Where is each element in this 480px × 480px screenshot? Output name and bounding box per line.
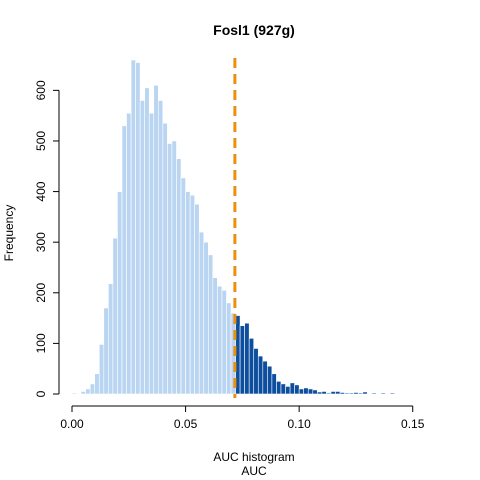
histogram-bar	[271, 373, 277, 395]
y-axis-label: Frequency	[2, 205, 16, 262]
chart-title: Fosl1 (927g)	[213, 22, 295, 38]
histogram-bar	[112, 237, 118, 395]
histogram-bar	[403, 393, 409, 395]
histogram-bar	[198, 231, 205, 395]
histogram-bar	[135, 62, 141, 395]
histogram-bar	[248, 338, 255, 395]
histogram-bar	[298, 388, 305, 395]
x-axis-label: AUC histogram	[213, 450, 294, 464]
histogram-bar	[389, 392, 395, 395]
histogram-bar	[148, 112, 155, 395]
histogram-bar	[335, 391, 341, 395]
histogram-bar	[185, 191, 191, 395]
x-tick-label: 0.15	[401, 417, 425, 431]
histogram-bar	[407, 393, 414, 395]
histogram-bar	[285, 386, 291, 395]
histogram-bar	[330, 391, 336, 395]
histogram-bar	[244, 322, 250, 395]
y-tick-label: 100	[34, 333, 48, 353]
histogram-bar	[426, 393, 432, 395]
y-tick-label: 500	[34, 131, 48, 151]
histogram-bar	[344, 392, 350, 395]
histogram-bar	[398, 393, 404, 395]
histogram-bar	[108, 283, 114, 395]
y-axis: 0 100 200 300 400 500 600	[34, 80, 60, 397]
histogram-bar	[348, 392, 354, 395]
histogram-bar	[312, 389, 318, 395]
histogram-bar	[98, 344, 105, 395]
histogram-bar	[158, 100, 164, 395]
histogram-bar	[89, 383, 96, 395]
y-tick-label: 600	[34, 80, 48, 100]
histogram-bar	[239, 325, 245, 395]
histogram-bar	[139, 100, 145, 395]
histogram-bar	[176, 158, 182, 395]
histogram-bar	[171, 140, 177, 395]
histogram-bar	[130, 59, 136, 395]
histogram-bar	[221, 289, 227, 395]
histogram-bar	[430, 393, 436, 395]
y-tick-label: 0	[34, 390, 48, 397]
histogram-bars	[71, 59, 441, 395]
histogram-bar	[208, 254, 214, 395]
histogram-bar	[117, 191, 123, 395]
y-tick-label: 400	[34, 181, 48, 201]
histogram-bar	[212, 277, 218, 395]
histogram-bar	[162, 122, 168, 395]
histogram-bar	[94, 373, 100, 395]
histogram-bar	[294, 384, 300, 395]
histogram-bar	[380, 392, 386, 395]
histogram-bar	[421, 393, 427, 395]
histogram-bar	[126, 112, 132, 395]
histogram-bar	[253, 348, 259, 395]
histogram-bar	[103, 307, 109, 395]
histogram-bar	[276, 381, 282, 395]
histogram-bar	[367, 393, 373, 395]
histogram-bar	[267, 365, 273, 395]
histogram-bar	[435, 393, 441, 395]
histogram-bar	[71, 392, 77, 395]
histogram-bar	[262, 360, 268, 395]
histogram-bar	[167, 143, 173, 395]
histogram-bar	[280, 383, 286, 395]
histogram-bar	[217, 285, 223, 395]
x-tick-label: 0.10	[287, 417, 311, 431]
histogram-bar	[144, 87, 150, 395]
histogram-bar	[353, 392, 359, 395]
histogram-bar	[80, 391, 86, 395]
x-tick-label: 0.05	[174, 417, 198, 431]
histogram-bar	[357, 392, 364, 395]
histogram-bar	[394, 393, 400, 395]
histogram-bar	[371, 392, 377, 395]
y-tick-label: 300	[34, 232, 48, 252]
histogram-bar	[362, 391, 368, 395]
histogram-bar	[376, 393, 382, 395]
x-axis-sublabel: AUC	[241, 464, 267, 478]
x-axis: 0.00 0.05 0.10 0.15	[60, 405, 425, 431]
histogram-bar	[203, 241, 209, 395]
histogram-bar	[153, 85, 159, 395]
histogram-bar	[85, 388, 91, 395]
histogram-bar	[257, 355, 264, 395]
histogram-bar	[76, 393, 82, 395]
histogram-bar	[326, 392, 332, 395]
y-tick-label: 200	[34, 282, 48, 302]
histogram-bar	[321, 391, 327, 395]
histogram-bar	[416, 393, 423, 395]
histogram-bar	[121, 125, 127, 395]
histogram-bar	[226, 302, 232, 395]
x-tick-label: 0.00	[60, 417, 84, 431]
histogram-bar	[307, 388, 314, 395]
histogram-bar	[385, 393, 391, 395]
histogram-bar	[289, 382, 295, 395]
histogram-bar	[339, 392, 345, 395]
histogram-bar	[194, 203, 200, 395]
histogram-bar	[303, 387, 309, 395]
histogram-bar	[412, 393, 418, 395]
histogram-bar	[189, 194, 195, 395]
histogram-bar	[317, 391, 323, 395]
histogram-bar	[180, 177, 186, 395]
